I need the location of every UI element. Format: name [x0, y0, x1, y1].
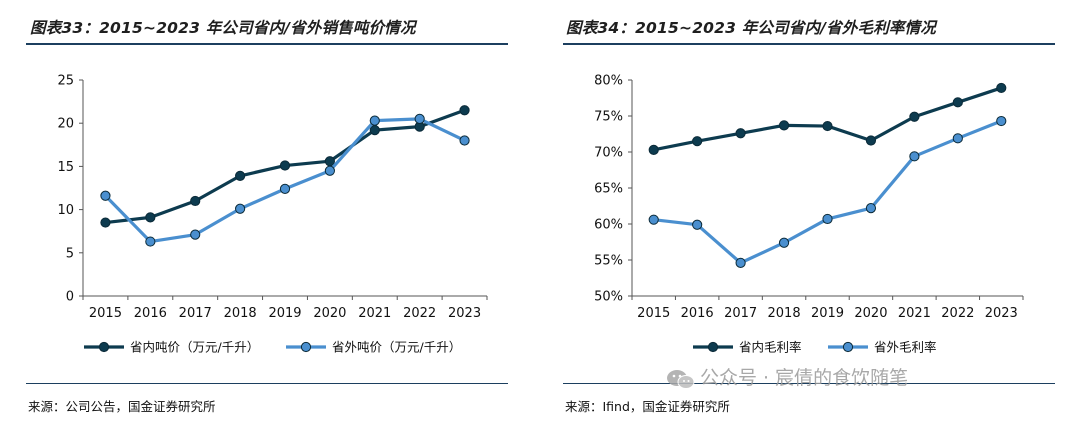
chart-right-x-tick-label: 2021	[898, 306, 931, 321]
chart-right-series-2-point	[692, 219, 703, 230]
chart-left-series-2-point	[459, 135, 470, 146]
chart-left-series-2-point	[190, 229, 201, 240]
chart-right-legend-2-marker	[842, 341, 854, 353]
chart-right-series-1-point	[996, 82, 1007, 94]
chart-right-y-tick-label: 75%	[594, 110, 623, 125]
chart-right-x-tick-label: 2020	[854, 306, 887, 321]
source-divider-right	[563, 383, 1055, 384]
chart-left-series-2-point	[324, 165, 335, 176]
chart-right-legend-1-label: 省内毛利率	[739, 340, 802, 355]
chart-left-x-tick-label: 2023	[448, 306, 481, 321]
chart-left-x-tick-label: 2022	[403, 306, 436, 321]
chart-left-series-2-point	[279, 183, 291, 194]
chart-right-legend-2-label: 省外毛利率	[874, 340, 937, 355]
chart-left-legend-2-label: 省外吨价（万元/千升）	[332, 340, 461, 355]
chart-right-title: 图表34：2015~2023 年公司省内/省外毛利率情况	[566, 19, 936, 37]
chart-left-x-tick-label: 2020	[313, 306, 346, 321]
chart-right-series-2-point	[952, 133, 963, 144]
chart-right-series-2-line	[653, 119, 1002, 265]
chart-left-x-tick-label: 2018	[224, 306, 257, 321]
chart-left-series-2-point	[414, 113, 425, 124]
chart-left-legend-1-label: 省内吨价（万元/千升）	[130, 340, 259, 355]
chart-left: 0 5 10 15 20 25 2015 2016 2017 2018 2019 2020 2021 20…	[57, 74, 488, 355]
chart-right-legend-1-marker	[707, 341, 719, 353]
chart-right-y-tick-label: 80%	[594, 74, 623, 89]
chart-left-series-1-point	[324, 156, 335, 167]
chart-left-x-tick-label: 2017	[179, 306, 212, 321]
chart-left-series-2-point	[369, 115, 380, 126]
chart-right-source: 来源：Ifind，国金证券研究所	[565, 399, 730, 414]
chart-left-series-1-point	[100, 217, 111, 228]
chart-right-series-2-point	[778, 237, 790, 248]
chart-right-series-1-point	[822, 120, 833, 132]
chart-right-series-2-point	[822, 213, 833, 225]
chart-right-series-1-point	[692, 136, 703, 147]
chart-right-y-tick-label: 70%	[594, 146, 623, 161]
chart-right-series-1-point	[952, 97, 963, 108]
watermark: 公众号 · 宸倩的食饮随笔	[666, 363, 908, 390]
chart-left-series-1-point	[459, 105, 470, 116]
chart-right-series-2-point	[648, 214, 659, 225]
chart-right-series-1-point	[778, 120, 790, 131]
chart-left-x-tick-label: 2015	[89, 306, 122, 321]
chart-left-series-2-point	[145, 236, 156, 247]
chart-left-series-2-point	[235, 203, 246, 214]
chart-right-series-1-point	[648, 144, 659, 155]
source-divider-left	[26, 383, 508, 384]
wechat-icon	[667, 369, 695, 389]
chart-left-series-2-point	[100, 190, 111, 201]
chart-left-x-tick-label: 2021	[358, 306, 391, 321]
chart-right-y-tick-label: 50%	[594, 290, 623, 305]
title-divider-left	[26, 43, 508, 45]
chart-right-series-2-point	[909, 151, 920, 162]
chart-right-x-tick-label: 2015	[637, 306, 670, 321]
chart-left-legend-1-marker	[98, 341, 110, 353]
chart-left-y-tick-label: 25	[57, 74, 74, 89]
chart-right-x-tick-label: 2016	[681, 306, 714, 321]
chart-right-y-tick-label: 55%	[594, 254, 623, 269]
chart-left-series-1-point	[279, 160, 291, 171]
chart-right-x-tick-label: 2018	[768, 306, 801, 321]
chart-right-y-tick-label: 65%	[594, 182, 623, 197]
chart-left-title: 图表33：2015~2023 年公司省内/省外销售吨价情况	[30, 19, 416, 37]
chart-right-series-2-point	[735, 257, 746, 268]
chart-right-series-1-point	[735, 128, 746, 139]
chart-left-series-1-point	[369, 125, 380, 136]
chart-right-x-tick-label: 2017	[724, 306, 757, 321]
chart-left-y-tick-label: 10	[57, 203, 74, 218]
chart-left-y-tick-label: 0	[66, 290, 74, 305]
chart-left-legend-2-marker	[300, 341, 312, 353]
chart-right-series-2-point	[865, 203, 877, 214]
chart-left-series-1-point	[190, 195, 201, 207]
chart-right-series-1-point	[909, 111, 920, 122]
watermark-text: 公众号 · 宸倩的食饮随笔	[700, 367, 909, 389]
chart-right-series-2-point	[996, 115, 1007, 127]
title-divider-right	[563, 43, 1055, 45]
chart-left-series-1-point	[235, 170, 246, 182]
chart-left-source: 来源：公司公告，国金证券研究所	[28, 399, 216, 414]
chart-right: 50% 55% 60% 65% 70% 75% 80% 2015 2016 2017 2018 201…	[594, 74, 1024, 355]
chart-right-series-1-point	[865, 135, 877, 146]
chart-left-x-tick-label: 2019	[268, 306, 301, 321]
chart-right-x-tick-label: 2022	[941, 306, 974, 321]
chart-left-y-tick-label: 5	[66, 246, 74, 261]
chart-left-x-tick-label: 2016	[134, 306, 167, 321]
chart-right-x-tick-label: 2023	[985, 306, 1018, 321]
chart-left-y-tick-label: 20	[57, 117, 74, 132]
chart-left-y-tick-label: 15	[57, 160, 74, 175]
chart-left-series-1-point	[145, 212, 156, 223]
chart-right-y-tick-label: 60%	[594, 218, 623, 233]
chart-left-series-2-line	[104, 117, 466, 244]
chart-right-x-tick-label: 2019	[811, 306, 844, 321]
